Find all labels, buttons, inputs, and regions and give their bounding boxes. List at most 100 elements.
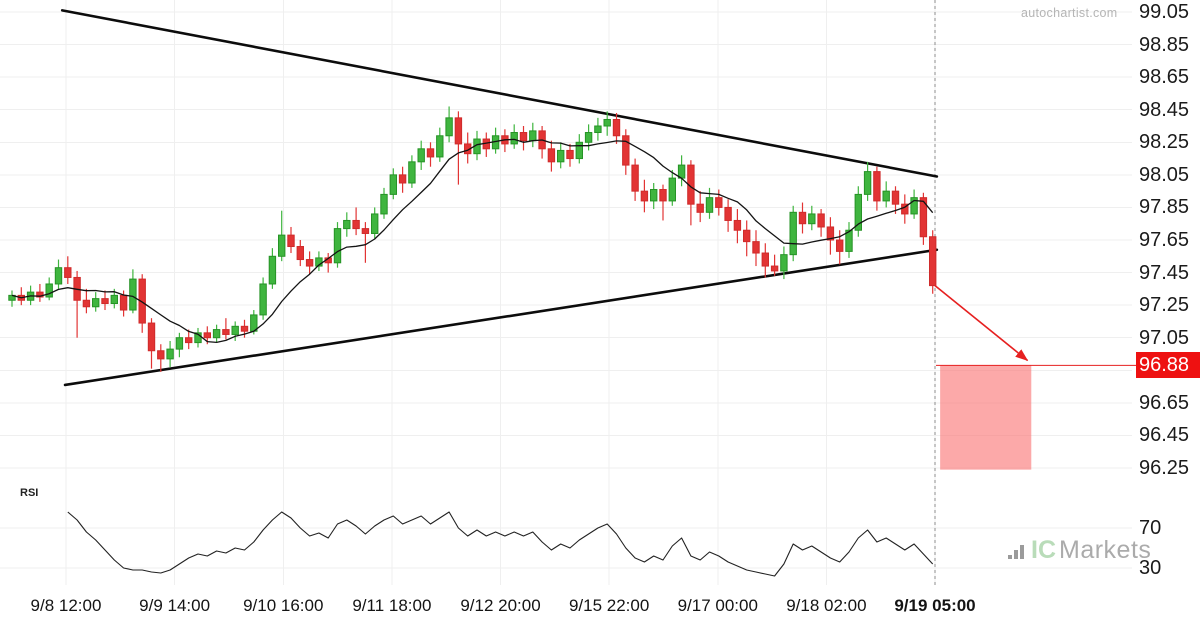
candle-up bbox=[212, 329, 221, 339]
rsi-indicator-label: RSI bbox=[20, 487, 39, 499]
autochartist-watermark: autochartist.com bbox=[1021, 6, 1118, 20]
time-tick-label: 9/15 22:00 bbox=[568, 596, 650, 615]
candle-down bbox=[733, 219, 742, 231]
candle-up bbox=[677, 164, 686, 179]
candle-down bbox=[612, 118, 621, 137]
candle-down bbox=[752, 241, 760, 254]
candle-up bbox=[268, 255, 277, 285]
candle-down bbox=[761, 252, 769, 267]
candle-down bbox=[566, 149, 574, 160]
candle-down bbox=[296, 246, 305, 261]
rsi-tick-label: 70 bbox=[1139, 517, 1162, 539]
candle-up bbox=[343, 219, 351, 230]
forecast-arrow bbox=[934, 284, 1029, 362]
upper-trendline bbox=[60, 9, 939, 178]
candle-up bbox=[529, 130, 537, 142]
price-target-badge: 96.88 bbox=[1136, 352, 1200, 379]
candle-down bbox=[287, 234, 295, 248]
candle-down bbox=[222, 329, 230, 335]
candle-down bbox=[361, 228, 370, 234]
candle-up bbox=[54, 267, 63, 285]
candle-down bbox=[770, 265, 779, 272]
time-tick-label: 9/18 02:00 bbox=[786, 596, 867, 615]
candle-down bbox=[817, 213, 825, 228]
candle-up bbox=[8, 294, 16, 301]
candle-down bbox=[873, 171, 881, 202]
candle-down bbox=[36, 291, 44, 298]
candle-down bbox=[696, 203, 704, 213]
lower-trendline bbox=[63, 248, 939, 387]
candle-down bbox=[724, 206, 732, 221]
candle-up bbox=[389, 174, 398, 195]
candle-down bbox=[919, 197, 928, 238]
price-tick-label: 97.45 bbox=[1139, 261, 1190, 284]
price-tick-label: 97.85 bbox=[1139, 196, 1190, 219]
time-tick-label: 9/8 12:00 bbox=[30, 596, 102, 615]
time-tick-label: 9/10 16:00 bbox=[243, 596, 324, 615]
candle-up bbox=[808, 213, 816, 225]
time-tick-label: 9/11 18:00 bbox=[352, 596, 432, 615]
icmarkets-text-ic: IC bbox=[1031, 536, 1056, 564]
candle-up bbox=[882, 190, 890, 202]
price-tick-label: 96.65 bbox=[1139, 391, 1190, 414]
price-tick-label: 97.25 bbox=[1139, 294, 1190, 317]
candle-down bbox=[519, 132, 528, 142]
time-tick-label: 9/9 14:00 bbox=[139, 596, 211, 615]
forecast-target-box bbox=[940, 365, 1032, 470]
candle-up bbox=[231, 325, 239, 335]
candle-up bbox=[110, 294, 118, 305]
candle-up bbox=[594, 125, 602, 134]
candle-up bbox=[510, 132, 518, 145]
candle-down bbox=[622, 135, 630, 166]
candle-up bbox=[194, 332, 202, 344]
candle-down bbox=[82, 299, 91, 308]
price-tick-label: 96.45 bbox=[1139, 424, 1190, 447]
candle-down bbox=[157, 350, 165, 360]
candle-down bbox=[398, 174, 407, 184]
rsi-tick-label: 30 bbox=[1139, 557, 1162, 579]
moving-average-line bbox=[11, 138, 934, 344]
candle-down bbox=[743, 229, 751, 243]
icmarkets-text-markets: Markets bbox=[1059, 536, 1152, 564]
candle-up bbox=[584, 132, 593, 143]
candle-down bbox=[240, 325, 249, 332]
price-tick-label: 99.05 bbox=[1139, 1, 1190, 23]
candle-up bbox=[45, 283, 53, 298]
candle-up bbox=[854, 193, 862, 231]
candle-down bbox=[826, 226, 835, 241]
candle-up bbox=[910, 197, 918, 215]
candle-up bbox=[92, 298, 100, 308]
candle-up bbox=[557, 149, 565, 163]
candle-up bbox=[863, 171, 872, 195]
candle-up bbox=[333, 228, 342, 264]
candle-down bbox=[798, 211, 807, 225]
candle-down bbox=[101, 298, 109, 305]
rsi-line bbox=[67, 511, 934, 577]
candle-down bbox=[64, 267, 72, 278]
time-tick-label: 9/12 20:00 bbox=[460, 596, 541, 615]
candle-down bbox=[203, 332, 212, 339]
candle-down bbox=[901, 203, 909, 215]
time-tick-label: 9/19 05:00 bbox=[894, 596, 976, 615]
candle-down bbox=[305, 259, 314, 267]
price-tick-label: 97.65 bbox=[1139, 229, 1190, 251]
candle-down bbox=[352, 219, 360, 230]
candle-down bbox=[138, 278, 146, 324]
price-tick-label: 98.25 bbox=[1139, 131, 1190, 154]
candle-up bbox=[417, 148, 425, 163]
price-tick-label: 96.25 bbox=[1139, 457, 1190, 479]
candle-up bbox=[780, 254, 788, 272]
price-tick-label: 98.05 bbox=[1139, 163, 1190, 186]
icmarkets-watermark: IC Markets bbox=[1008, 537, 1151, 563]
candle-up bbox=[789, 211, 797, 256]
candle-up bbox=[436, 135, 444, 158]
candle-up bbox=[668, 177, 676, 202]
candle-up bbox=[175, 337, 184, 350]
icmarkets-bars-icon bbox=[1008, 545, 1024, 559]
candle-down bbox=[426, 148, 435, 158]
candle-down bbox=[659, 189, 667, 202]
candle-up bbox=[129, 278, 137, 311]
candle-up bbox=[380, 193, 388, 215]
